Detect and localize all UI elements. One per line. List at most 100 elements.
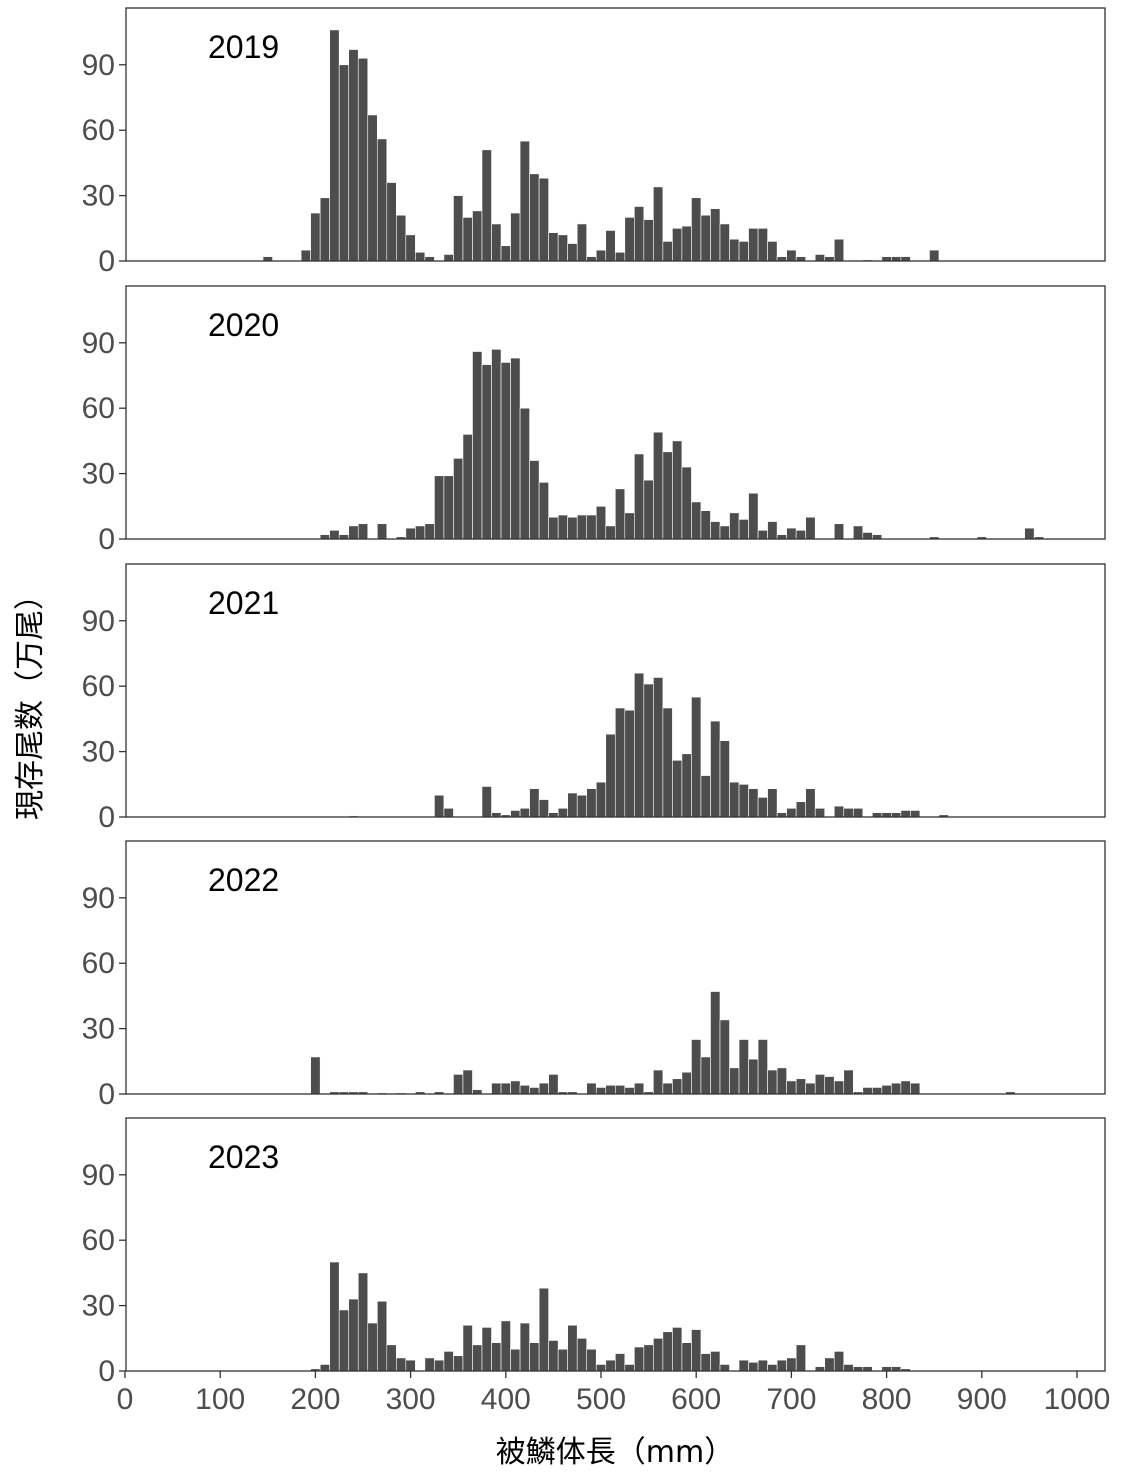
histogram-bar	[795, 801, 806, 818]
histogram-bar	[681, 225, 692, 262]
histogram-bar	[624, 1087, 635, 1095]
histogram-bar	[548, 232, 559, 262]
histogram-bar	[767, 241, 778, 262]
histogram-bar	[576, 223, 588, 262]
histogram-bar	[662, 1082, 673, 1095]
histogram-bar	[643, 683, 654, 818]
histogram-bar	[586, 788, 597, 818]
histogram-bar	[396, 1357, 407, 1372]
histogram-bar	[795, 1078, 806, 1095]
histogram-bar	[338, 1309, 350, 1372]
histogram-bar	[719, 1364, 730, 1372]
histogram-bar	[767, 788, 778, 818]
y-tick-label: 0	[98, 801, 115, 834]
y-tick-label: 90	[82, 605, 115, 638]
histogram-bar	[434, 475, 445, 540]
histogram-bar	[634, 672, 645, 818]
histogram-bar	[776, 812, 787, 818]
histogram-bar	[434, 794, 445, 818]
x-tick-label: 300	[386, 1383, 436, 1416]
histogram-bar	[767, 1069, 778, 1095]
histogram-bar	[776, 534, 787, 540]
histogram-bar	[900, 1080, 911, 1095]
histogram-bar	[653, 1069, 664, 1095]
histogram-bar	[833, 238, 845, 262]
histogram-bar	[329, 29, 340, 262]
histogram-bar	[624, 709, 635, 818]
histogram-bar	[710, 521, 721, 540]
histogram-bar	[748, 788, 759, 818]
histogram-bar	[662, 707, 673, 818]
histogram-bar	[748, 1361, 759, 1372]
histogram-bar	[300, 249, 311, 262]
histogram-bar	[786, 1080, 797, 1095]
histogram-bar	[634, 1346, 645, 1372]
histogram-bar	[700, 214, 711, 262]
histogram-bar	[310, 212, 321, 262]
histogram-bar	[424, 523, 435, 540]
y-axis-title: 現存尾数（万尾）	[13, 580, 48, 820]
histogram-bar	[453, 195, 464, 262]
histogram-bar	[653, 431, 664, 540]
histogram-bar	[567, 1324, 578, 1372]
histogram-bar	[443, 254, 454, 262]
x-tick-label: 400	[481, 1383, 531, 1416]
histogram-bar	[843, 1364, 854, 1372]
histogram-bar	[500, 1320, 511, 1372]
y-tick-label: 0	[98, 245, 115, 278]
histogram-bar	[443, 807, 454, 818]
histogram-bar	[653, 1338, 664, 1372]
histogram-bar	[662, 241, 673, 262]
histogram-bar	[910, 810, 921, 818]
histogram-bar	[529, 1087, 540, 1095]
histogram-bar	[529, 788, 540, 818]
histogram-bar	[472, 351, 483, 540]
histogram-bar	[691, 501, 702, 540]
histogram-bar	[681, 1071, 692, 1095]
histogram-bar	[576, 514, 588, 540]
histogram-bar	[814, 807, 826, 818]
x-tick-label: 700	[766, 1383, 816, 1416]
y-tick-label: 30	[82, 1290, 115, 1323]
histogram-bar	[462, 217, 473, 262]
histogram-bar	[605, 1359, 616, 1372]
histogram-bar	[529, 1342, 540, 1372]
histogram-bar	[510, 1080, 521, 1095]
histogram-bar	[614, 707, 626, 818]
histogram-bar	[576, 794, 588, 818]
histogram-bar	[605, 733, 616, 818]
panel-year-label: 2023	[208, 1139, 279, 1175]
histogram-bar	[434, 1359, 445, 1372]
panel-frame	[125, 7, 1106, 262]
histogram-bar	[348, 525, 359, 540]
histogram-bar	[624, 1364, 635, 1372]
histogram-bar	[576, 1338, 588, 1372]
histogram-bar	[738, 1359, 749, 1372]
histogram-bar	[767, 521, 778, 540]
histogram-bar	[424, 1357, 435, 1372]
histogram-bar	[548, 1340, 559, 1372]
histogram-bar	[376, 1300, 388, 1372]
histogram-bar	[415, 251, 426, 262]
histogram-bar	[538, 1287, 549, 1372]
histogram-bar	[595, 1364, 607, 1372]
histogram-bar	[757, 529, 768, 540]
panel-2022: 0 30 60 90 2022	[82, 840, 1106, 1111]
histogram-bar	[367, 114, 378, 262]
panel-frame	[125, 285, 1106, 540]
histogram-bar	[405, 527, 416, 540]
histogram-bar	[557, 234, 568, 262]
histogram-bar	[814, 254, 826, 262]
histogram-bar	[614, 488, 626, 540]
histogram-bar	[833, 1351, 845, 1372]
histogram-bar	[681, 1342, 692, 1372]
histogram-bar	[719, 525, 730, 540]
histogram-bar	[595, 249, 607, 262]
histogram-bar	[586, 514, 597, 540]
histogram-bar	[338, 534, 350, 540]
histogram-bar	[872, 534, 883, 540]
histogram-bar	[881, 812, 892, 818]
histogram-bar	[338, 64, 350, 262]
histogram-bar	[757, 228, 768, 262]
histogram-bar	[738, 241, 749, 262]
